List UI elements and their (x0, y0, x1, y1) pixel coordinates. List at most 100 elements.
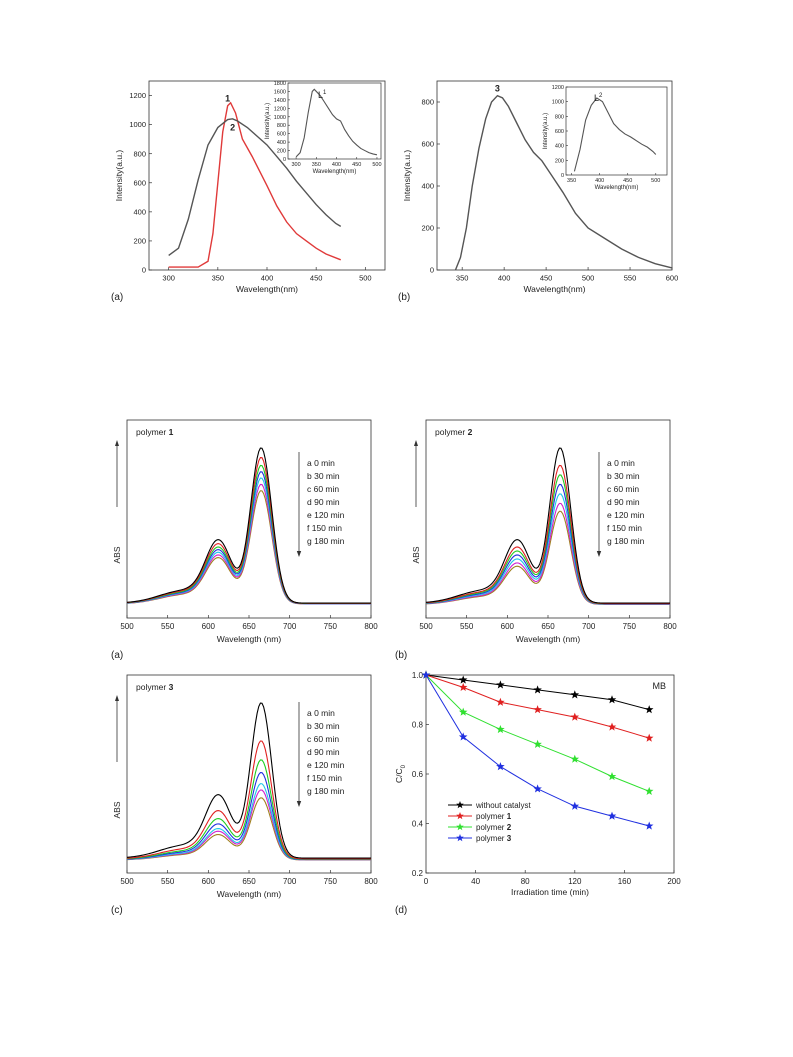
decrease-arrow-head (296, 801, 302, 807)
abs-axis-arrow-head (115, 440, 119, 446)
data-point-star (496, 724, 505, 734)
data-point-star (570, 801, 580, 810)
y-tick-label-1: 200 (133, 237, 146, 246)
inset-x-tick-label-0: 350 (567, 178, 576, 184)
legend-entry-4: e 120 min (307, 510, 345, 520)
data-point-star (644, 705, 654, 714)
x-tick-label-6: 800 (364, 877, 378, 886)
x-tick-label-0: 350 (456, 274, 469, 283)
legend-entry-0: a 0 min (307, 458, 335, 468)
x-tick-label-1: 400 (498, 274, 511, 283)
panel-title-number: 2 (468, 427, 473, 437)
inset-y-tick-label-6: 1200 (274, 106, 286, 112)
inset-y-tick-label-2: 400 (277, 140, 286, 146)
x-tick-label-4: 500 (359, 274, 372, 283)
legend-entry-1: b 30 min (307, 721, 340, 731)
panel-label: (a) (111, 650, 123, 661)
data-point-star (644, 821, 654, 830)
data-point-star (496, 762, 505, 771)
inset-y-tick-label-3: 600 (555, 129, 564, 135)
y-tick-label-0: 0 (142, 266, 146, 275)
x-tick-label-5: 750 (324, 877, 338, 886)
chart-fig2c: 500 550 600 650 700 750 800 polymer 3 a 0 min b 3… (111, 674, 378, 916)
legend-entry-5: f 150 min (307, 523, 342, 533)
x-tick-label-0: 300 (162, 274, 175, 283)
data-point-star (421, 670, 431, 679)
inset-chart: 350 400 450 500 0 200 400 600 800 1000 1200 Wavelen… (543, 85, 668, 191)
inset-y-tick-label-8: 1600 (274, 89, 286, 95)
legend-entry-5: f 150 min (307, 773, 342, 783)
data-point-star (607, 695, 617, 704)
series-line-1 (168, 101, 342, 268)
x-tick-label-6: 800 (663, 622, 677, 631)
x-tick-label-2: 80 (521, 877, 530, 886)
y-tick-label-2: 400 (421, 182, 434, 191)
legend-label-number: 1 (507, 812, 512, 821)
data-point-star (496, 680, 505, 689)
legend-swatch-star (456, 801, 464, 809)
x-tick-label-4: 700 (283, 877, 297, 886)
y-tick-label-6: 1200 (129, 91, 146, 100)
x-tick-label-1: 550 (161, 877, 175, 886)
inset-series-line (295, 88, 378, 158)
data-point-star (458, 707, 468, 716)
data-point-star (570, 754, 580, 763)
panel-title: polymer 3 (136, 682, 174, 692)
y-tick-label-1: 200 (421, 224, 434, 233)
inset-x-tick-label-3: 500 (651, 178, 660, 184)
inset-y-axis-label: Intensity(a.u.) (543, 113, 549, 149)
x-axis-label: Irradiation time (min) (511, 887, 589, 897)
inset-x-tick-label-2: 450 (623, 178, 632, 184)
peak-label-3: 3 (495, 84, 500, 94)
inset-y-tick-label-6: 1200 (552, 85, 564, 91)
series-line-2 (168, 118, 342, 257)
x-tick-label-1: 350 (212, 274, 225, 283)
x-tick-label-2: 400 (261, 274, 274, 283)
inset-x-axis-label: Wavelength(nm) (313, 169, 357, 175)
legend-entry-3: d 90 min (307, 497, 340, 507)
panel-label: (c) (111, 905, 123, 916)
absorbance-curve-b (126, 740, 371, 860)
panel-title: polymer 1 (136, 427, 174, 437)
legend-entry-2: c 60 min (307, 484, 339, 494)
x-axis-label: Wavelength (nm) (217, 634, 282, 644)
legend-entry-3: d 90 min (307, 747, 340, 757)
inset-x-tick-label-1: 400 (595, 178, 604, 184)
x-tick-label-3: 450 (310, 274, 323, 283)
legend-label-number: 3 (507, 834, 512, 843)
x-tick-label-5: 600 (666, 274, 679, 283)
inset-x-tick-label-0: 300 (291, 162, 300, 168)
inset-x-tick-label-4: 500 (372, 162, 381, 168)
x-tick-label-2: 600 (202, 877, 216, 886)
y-axis-label: Intensity(a.u.) (402, 150, 412, 202)
legend-label-0: without catalyst (475, 801, 531, 810)
inset-ligand-label: L2 (594, 93, 603, 103)
inset-y-tick-label-5: 1000 (552, 100, 564, 106)
x-tick-label-1: 40 (471, 877, 480, 886)
inset-y-tick-label-1: 200 (555, 158, 564, 164)
chart-fig2a: 500 550 600 650 700 750 800 polymer 1 a 0 min b 3… (111, 419, 378, 661)
legend-entry-2: c 60 min (607, 484, 639, 494)
legend-swatch-star (456, 823, 464, 831)
legend-entry-6: g 180 min (307, 786, 345, 796)
chart-fig1b: 350 400 450 500 550 600 0 200 400 600 800 3 Waveleng… (398, 80, 679, 303)
legend-entry-6: g 180 min (607, 536, 645, 546)
x-axis-label: Wavelength (nm) (217, 889, 282, 899)
y-tick-label-3: 600 (421, 140, 434, 149)
panel-title-number: 1 (169, 427, 174, 437)
x-tick-label-2: 600 (501, 622, 515, 631)
x-tick-label-2: 450 (540, 274, 553, 283)
legend-entry-2: c 60 min (307, 734, 339, 744)
inset-x-tick-label-2: 400 (332, 162, 341, 168)
x-tick-label-4: 700 (582, 622, 596, 631)
y-tick-label-2: 400 (133, 207, 146, 216)
data-point-star (607, 722, 617, 731)
absorbance-curve-a (126, 702, 371, 859)
y-tick-label-3: 600 (133, 178, 146, 187)
x-tick-label-0: 500 (419, 622, 433, 631)
data-point-star (533, 705, 542, 714)
legend-entry-0: a 0 min (607, 458, 635, 468)
y-axis-label: Intensity(a.u.) (114, 150, 124, 202)
